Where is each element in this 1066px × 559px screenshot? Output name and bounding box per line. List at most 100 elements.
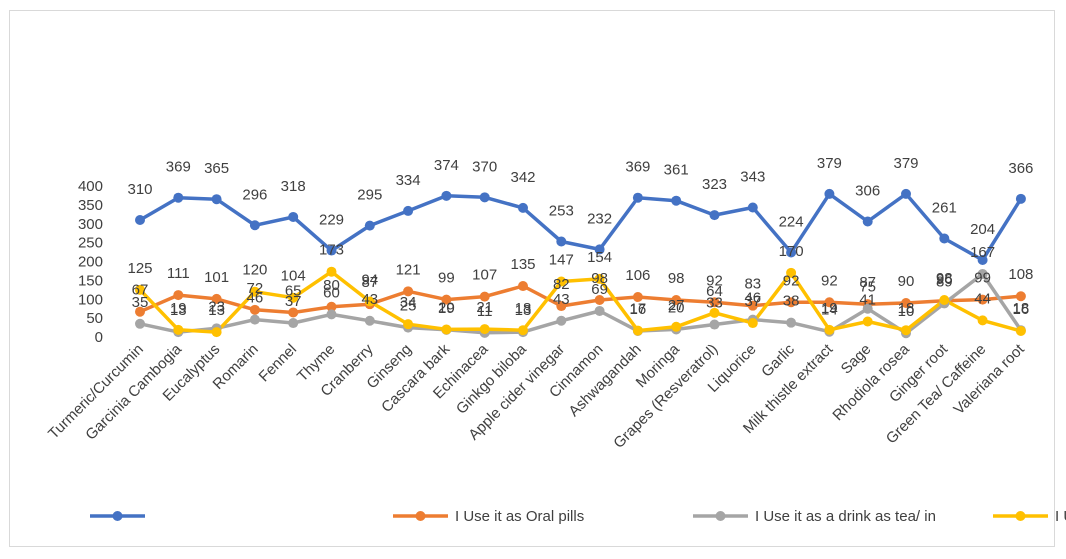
- data-label: 44: [974, 290, 991, 307]
- data-point: [671, 321, 682, 332]
- data-point: [939, 295, 950, 306]
- data-point: [211, 293, 222, 304]
- data-label: 343: [740, 169, 765, 186]
- data-label: 232: [587, 210, 612, 227]
- data-label: 72: [247, 280, 264, 297]
- data-label: 37: [744, 293, 761, 310]
- data-label: 323: [702, 176, 727, 193]
- data-label: 92: [783, 272, 800, 289]
- data-label: 98: [668, 270, 685, 287]
- data-label: 310: [127, 181, 152, 198]
- data-point: [786, 297, 797, 308]
- data-label: 19: [438, 300, 455, 317]
- data-point: [326, 301, 337, 312]
- data-point: [556, 315, 567, 326]
- legend-marker: [415, 511, 426, 521]
- data-label: 64: [706, 283, 723, 300]
- data-point: [1015, 291, 1026, 302]
- data-label: 318: [281, 178, 306, 195]
- data-label: 34: [400, 294, 417, 311]
- data-label: 13: [515, 302, 532, 319]
- data-label: 365: [204, 160, 229, 177]
- data-point: [173, 192, 184, 203]
- data-point: [441, 324, 452, 335]
- legend-item: I Use it as Oral pills: [393, 508, 584, 525]
- data-label: 16: [1013, 301, 1030, 318]
- data-label: 67: [132, 282, 149, 299]
- data-label: 106: [625, 267, 650, 284]
- data-point: [709, 307, 720, 318]
- data-point: [594, 295, 605, 306]
- data-point: [479, 192, 490, 203]
- data-point: [288, 292, 299, 303]
- data-label: 18: [898, 300, 915, 317]
- y-tick-label: 350: [78, 197, 103, 214]
- data-point: [862, 216, 873, 227]
- data-label: 125: [127, 260, 152, 277]
- data-label: 43: [361, 291, 378, 308]
- data-label: 167: [970, 244, 995, 261]
- data-label: 43: [553, 291, 570, 308]
- data-label: 82: [553, 276, 570, 293]
- data-point: [939, 233, 950, 244]
- data-point: [709, 319, 720, 330]
- y-tick-label: 150: [78, 272, 103, 289]
- legend-marker: [112, 511, 123, 521]
- data-label: 147: [549, 252, 574, 269]
- data-point: [747, 202, 758, 213]
- data-point: [364, 315, 375, 326]
- data-point: [249, 314, 260, 325]
- data-label: 369: [625, 159, 650, 176]
- data-label: 11: [477, 303, 493, 320]
- data-label: 334: [396, 172, 421, 189]
- data-label: 16: [630, 301, 647, 318]
- data-point: [326, 266, 337, 277]
- data-label: 296: [242, 186, 267, 203]
- y-tick-label: 0: [95, 329, 103, 346]
- series-line-1: [138, 284, 1023, 315]
- data-label: 20: [668, 299, 685, 316]
- data-label: 75: [859, 279, 876, 296]
- data-label: 253: [549, 202, 574, 219]
- data-point: [364, 296, 375, 307]
- data-label: 13: [170, 302, 187, 319]
- data-label: 94: [361, 272, 378, 289]
- data-label: 121: [396, 261, 421, 278]
- data-point: [556, 276, 567, 287]
- data-label: 170: [779, 243, 804, 260]
- y-tick-label: 100: [78, 291, 103, 308]
- series-points: [135, 188, 1026, 339]
- data-label: 20: [438, 299, 455, 316]
- data-label: 101: [204, 269, 229, 286]
- data-label: 98: [936, 270, 953, 287]
- data-point: [1015, 325, 1026, 336]
- data-point: [632, 192, 643, 203]
- data-point: [288, 211, 299, 222]
- data-label: 306: [855, 182, 880, 199]
- data-point: [326, 245, 337, 256]
- chart-frame: [9, 10, 1055, 547]
- data-point: [173, 324, 184, 335]
- data-label: 369: [166, 159, 191, 176]
- data-label: 154: [587, 249, 612, 266]
- data-point: [479, 291, 490, 302]
- data-label: 38: [783, 293, 800, 310]
- data-label: 65: [285, 282, 302, 299]
- data-label: 98: [591, 270, 608, 287]
- legend-item: [90, 511, 145, 521]
- data-label: 107: [472, 267, 497, 284]
- data-label: 104: [281, 268, 306, 285]
- data-point: [556, 301, 567, 312]
- data-point: [135, 318, 145, 329]
- data-point: [479, 324, 490, 335]
- data-point: [326, 309, 337, 320]
- data-point: [977, 294, 988, 305]
- data-point: [862, 316, 873, 327]
- y-tick-label: 200: [78, 254, 103, 271]
- data-label: 370: [472, 158, 497, 175]
- data-label: 99: [974, 270, 991, 287]
- y-tick-label: 300: [78, 216, 103, 233]
- legend-label: I Use it as food ingredient (i: [1055, 508, 1066, 525]
